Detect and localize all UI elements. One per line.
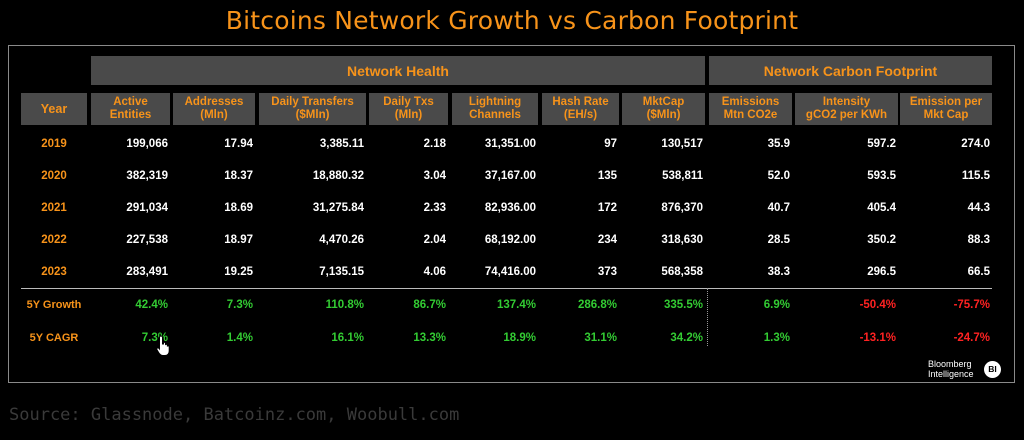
summary-cell: -75.7% — [953, 299, 990, 311]
table-cell: 115.5 — [961, 170, 990, 182]
column-header: Emissions Mtn CO2e — [709, 93, 792, 125]
summary-cell: 286.8% — [577, 299, 617, 311]
table-cell: 227,538 — [126, 234, 168, 246]
table-cell: 17.94 — [224, 138, 253, 150]
summary-cell: 7.3% — [226, 299, 253, 311]
year-cell: 2023 — [41, 266, 67, 278]
table-cell: 31,275.84 — [312, 202, 364, 214]
table-cell: 37,167.00 — [484, 170, 536, 182]
table-cell: 82,936.00 — [484, 202, 536, 214]
table-cell: 283,491 — [126, 266, 168, 278]
bloomberg-logo: Bloomberg Intelligence — [928, 359, 974, 379]
summary-cell: -13.1% — [859, 332, 896, 344]
table-cell: 382,319 — [126, 170, 168, 182]
table-frame — [8, 45, 1015, 383]
table-cell: 2.04 — [423, 234, 446, 246]
table-cell: 97 — [604, 138, 617, 150]
summary-cell: 16.1% — [331, 332, 364, 344]
group-header-network-health: Network Health — [91, 56, 705, 85]
summary-cell: 34.2% — [670, 332, 703, 344]
year-cell: 2022 — [41, 234, 67, 246]
summary-cell: 1.3% — [763, 332, 790, 344]
chart-title: Bitcoins Network Growth vs Carbon Footpr… — [225, 6, 799, 35]
summary-cell: -24.7% — [953, 332, 990, 344]
table-cell: 66.5 — [967, 266, 990, 278]
table-cell: 3,385.11 — [319, 138, 364, 150]
table-cell: 3.04 — [423, 170, 446, 182]
summary-cell: 6.9% — [763, 299, 790, 311]
summary-cell: 31.1% — [584, 332, 617, 344]
table-cell: 318,630 — [661, 234, 703, 246]
table-cell: 18.69 — [224, 202, 253, 214]
column-header: MktCap ($Mln) — [622, 93, 705, 125]
bi-badge-icon: BI — [984, 361, 1001, 378]
year-cell: 2019 — [41, 138, 67, 150]
column-header: Lightning Channels — [452, 93, 538, 125]
table-cell: 28.5 — [767, 234, 790, 246]
column-header: Hash Rate (EH/s) — [542, 93, 619, 125]
table-cell: 199,066 — [126, 138, 168, 150]
summary-label: 5Y CAGR — [29, 332, 79, 344]
table-cell: 18.97 — [224, 234, 253, 246]
table-cell: 4.06 — [423, 266, 446, 278]
summary-cell: 335.5% — [663, 299, 703, 311]
table-cell: 135 — [597, 170, 617, 182]
table-cell: 350.2 — [867, 234, 896, 246]
source-note: Source: Glassnode, Batcoinz.com, Woobull… — [9, 405, 460, 425]
table-cell: 4,470.26 — [319, 234, 364, 246]
table-cell: 296.5 — [867, 266, 896, 278]
summary-cell: 13.3% — [413, 332, 446, 344]
table-cell: 38.3 — [767, 266, 790, 278]
column-header: Daily Txs (Mln) — [369, 93, 448, 125]
table-cell: 74,416.00 — [484, 266, 536, 278]
column-header: Year — [21, 93, 87, 125]
table-cell: 274.0 — [961, 138, 990, 150]
column-header: Emission per Mkt Cap — [900, 93, 992, 125]
logo-line1: Bloomberg — [928, 359, 972, 369]
table-cell: 19.25 — [224, 266, 253, 278]
table-cell: 88.3 — [967, 234, 990, 246]
table-cell: 291,034 — [126, 202, 168, 214]
summary-label: 5Y Growth — [26, 299, 82, 311]
group-header-carbon-footprint: Network Carbon Footprint — [709, 56, 992, 85]
summary-cell: 86.7% — [413, 299, 446, 311]
table-cell: 593.5 — [867, 170, 896, 182]
table-cell: 876,370 — [661, 202, 703, 214]
table-cell: 7,135.15 — [319, 266, 364, 278]
summary-cell: -50.4% — [859, 299, 896, 311]
summary-cell: 137.4% — [496, 299, 536, 311]
table-cell: 373 — [597, 266, 617, 278]
summary-cell: 1.4% — [226, 332, 253, 344]
table-cell: 31,351.00 — [484, 138, 536, 150]
year-cell: 2021 — [41, 202, 67, 214]
group-divider — [707, 288, 708, 346]
table-cell: 538,811 — [662, 170, 703, 182]
table-cell: 2.33 — [423, 202, 446, 214]
column-header: Daily Transfers ($Mln) — [259, 93, 366, 125]
table-cell: 172 — [597, 202, 617, 214]
column-header: Addresses (Mln) — [173, 93, 255, 125]
table-cell: 44.3 — [967, 202, 990, 214]
summary-cell: 18.9% — [503, 332, 536, 344]
logo-line2: Intelligence — [928, 369, 974, 379]
table-cell: 52.0 — [767, 170, 790, 182]
column-header: Active Entities — [91, 93, 170, 125]
table-cell: 234 — [597, 234, 617, 246]
column-header: Intensity gCO2 per KWh — [795, 93, 898, 125]
hand-cursor-icon — [156, 335, 170, 356]
table-cell: 2.18 — [423, 138, 446, 150]
summary-cell: 110.8% — [325, 299, 364, 311]
table-cell: 405.4 — [867, 202, 896, 214]
year-cell: 2020 — [41, 170, 67, 182]
table-cell: 18,880.32 — [312, 170, 364, 182]
table-cell: 18.37 — [224, 170, 253, 182]
table-cell: 35.9 — [767, 138, 790, 150]
table-cell: 130,517 — [661, 138, 703, 150]
table-cell: 68,192.00 — [484, 234, 536, 246]
table-cell: 597.2 — [867, 138, 896, 150]
table-cell: 40.7 — [767, 202, 790, 214]
table-cell: 568,358 — [661, 266, 703, 278]
summary-divider — [21, 288, 992, 289]
summary-cell: 42.4% — [135, 299, 168, 311]
